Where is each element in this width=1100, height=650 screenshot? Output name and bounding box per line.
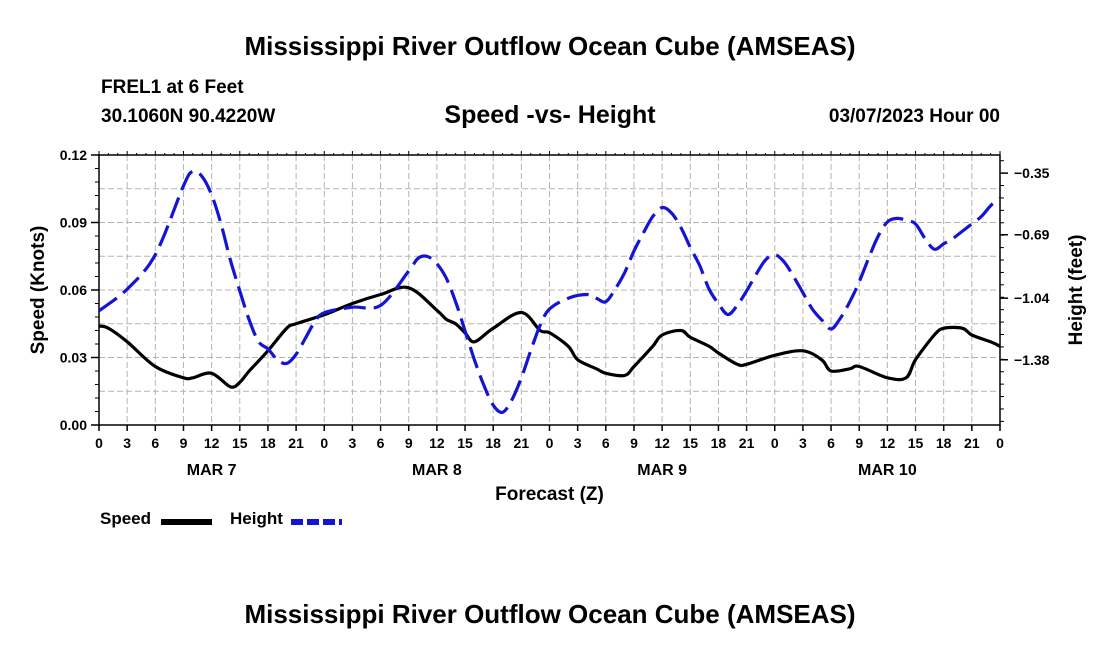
x-tick-label: 21 xyxy=(288,435,304,451)
y2-tick-label: −1.04 xyxy=(1014,290,1050,306)
x-tick-label: 0 xyxy=(771,435,779,451)
x-tick-label: 15 xyxy=(457,435,473,451)
x-tick-label: 12 xyxy=(654,435,670,451)
station-label: FREL1 at 6 Feet xyxy=(101,77,244,98)
x-tick-label: 0 xyxy=(996,435,1004,451)
y2-tick-label: −0.35 xyxy=(1014,165,1050,181)
y-tick-label: 0.09 xyxy=(60,215,87,231)
chart-title: Mississippi River Outflow Ocean Cube (AM… xyxy=(244,31,856,61)
y-tick-label: 0.03 xyxy=(60,350,87,366)
x-day-label: MAR 8 xyxy=(412,462,462,479)
x-tick-label: 0 xyxy=(95,435,103,451)
height-series-line xyxy=(98,169,1001,415)
legend-speed-line-icon xyxy=(161,519,212,525)
x-tick-label: 15 xyxy=(682,435,698,451)
y-tick-label: 0.12 xyxy=(60,147,87,163)
y-axis-label: Speed (Knots) xyxy=(28,226,49,355)
y-tick-label: 0.00 xyxy=(60,417,87,433)
y-tick-label: 0.06 xyxy=(60,282,87,298)
x-tick-label: 18 xyxy=(711,435,727,451)
x-tick-label: 21 xyxy=(739,435,755,451)
x-tick-label: 3 xyxy=(799,435,807,451)
speed-series-line xyxy=(98,285,1001,389)
legend-height-label: Height xyxy=(230,509,283,528)
legend-speed-label: Speed xyxy=(100,509,152,528)
x-tick-label: 12 xyxy=(204,435,220,451)
forecast-datetime: 03/07/2023 Hour 00 xyxy=(828,106,1000,127)
x-tick-label: 6 xyxy=(602,435,610,451)
x-tick-label: 21 xyxy=(964,435,980,451)
chart-subtitle: Speed -vs- Height xyxy=(444,101,656,129)
x-tick-label: 12 xyxy=(880,435,896,451)
x-tick-label: 6 xyxy=(377,435,385,451)
x-tick-label: 9 xyxy=(855,435,863,451)
x-day-label: MAR 7 xyxy=(187,462,237,479)
y2-tick-label: −1.38 xyxy=(1014,352,1050,368)
x-tick-label: 3 xyxy=(123,435,131,451)
x-tick-label: 3 xyxy=(574,435,582,451)
station-coordinates: 30.1060N 90.4220W xyxy=(101,106,276,127)
x-tick-label: 9 xyxy=(630,435,638,451)
x-tick-label: 21 xyxy=(514,435,530,451)
chart-title-repeat: Mississippi River Outflow Ocean Cube (AM… xyxy=(244,599,856,629)
x-day-label: MAR 9 xyxy=(637,462,687,479)
x-axis-label: Forecast (Z) xyxy=(495,484,604,505)
x-day-label: MAR 10 xyxy=(858,462,917,479)
x-tick-label: 18 xyxy=(260,435,276,451)
x-tick-label: 15 xyxy=(908,435,924,451)
x-tick-label: 6 xyxy=(827,435,835,451)
x-tick-label: 6 xyxy=(151,435,159,451)
y2-axis-label: Height (feet) xyxy=(1066,235,1087,346)
x-tick-label: 9 xyxy=(180,435,188,451)
legend-height-line-icon xyxy=(291,519,342,525)
x-tick-label: 18 xyxy=(485,435,501,451)
x-tick-label: 15 xyxy=(232,435,248,451)
x-tick-label: 12 xyxy=(429,435,445,451)
x-tick-label: 9 xyxy=(405,435,413,451)
x-tick-label: 0 xyxy=(320,435,328,451)
x-tick-label: 3 xyxy=(349,435,357,451)
x-tick-label: 18 xyxy=(936,435,952,451)
y2-tick-label: −0.69 xyxy=(1014,227,1050,243)
x-tick-label: 0 xyxy=(546,435,554,451)
